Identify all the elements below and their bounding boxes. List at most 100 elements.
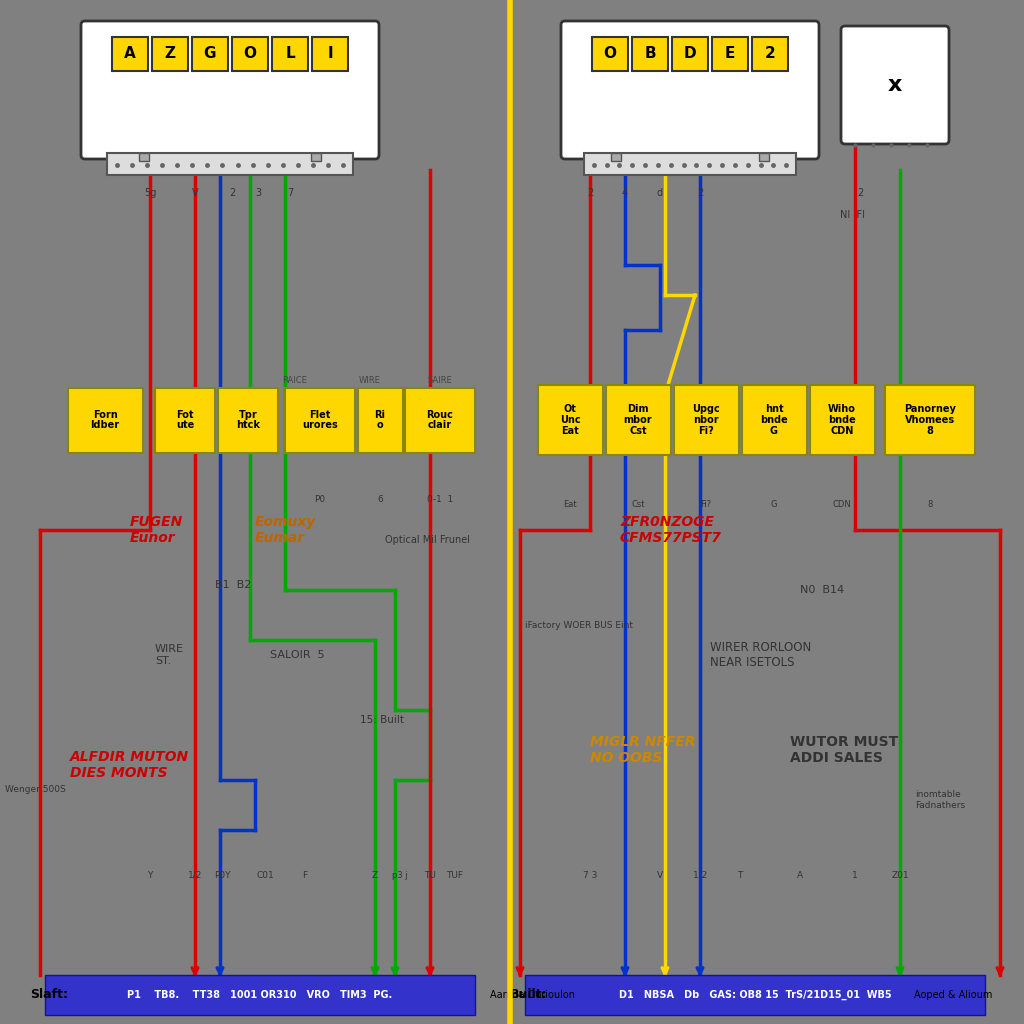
Bar	[752, 37, 788, 71]
Text: ALFDIR MUTON
DIES MONTS: ALFDIR MUTON DIES MONTS	[70, 750, 189, 780]
Text: Cst: Cst	[631, 500, 645, 509]
Text: TUF: TUF	[446, 871, 464, 880]
Text: Eomuxy
Eumar: Eomuxy Eumar	[255, 515, 316, 545]
Text: Built:: Built:	[510, 988, 548, 1001]
Bar	[810, 385, 874, 455]
Bar	[741, 385, 807, 455]
Bar	[605, 385, 671, 455]
Text: 6: 6	[377, 495, 383, 504]
Text: NI  FI: NI FI	[840, 210, 865, 220]
Text: V: V	[191, 188, 199, 198]
Text: B: B	[644, 46, 655, 61]
Text: WUTOR MUST
ADDI SALES: WUTOR MUST ADDI SALES	[790, 735, 898, 765]
Text: P1    TB8.    TT38   1001 OR310   VRO   TIM3  PG.: P1 TB8. TT38 1001 OR310 VRO TIM3 PG.	[127, 990, 392, 1000]
Bar	[584, 153, 797, 175]
Bar	[272, 37, 308, 71]
Bar	[193, 37, 228, 71]
Bar	[68, 387, 142, 453]
Bar	[672, 37, 708, 71]
Text: x: x	[888, 75, 902, 95]
Text: 8: 8	[928, 500, 933, 509]
Text: C01: C01	[256, 871, 273, 880]
Text: F: F	[302, 871, 307, 880]
Text: T: T	[737, 871, 742, 880]
Text: P0: P0	[314, 495, 326, 504]
Text: TU: TU	[424, 871, 436, 880]
Text: p3 j: p3 j	[392, 871, 408, 880]
Text: Y: Y	[147, 871, 153, 880]
Text: Wiho
bnde
CDN: Wiho bnde CDN	[828, 404, 856, 436]
Bar	[592, 37, 628, 71]
Bar	[112, 37, 148, 71]
Bar	[674, 385, 738, 455]
Text: Z: Z	[372, 871, 378, 880]
Text: G: G	[771, 500, 777, 509]
Text: WIRER RORLOON
NEAR ISETOLS: WIRER RORLOON NEAR ISETOLS	[710, 641, 811, 669]
Bar	[106, 153, 353, 175]
Text: iFactory WOER BUS Eint: iFactory WOER BUS Eint	[525, 621, 633, 630]
Bar	[357, 387, 402, 453]
FancyBboxPatch shape	[81, 22, 379, 159]
Text: 2: 2	[697, 188, 703, 198]
Text: Wenger 500S: Wenger 500S	[5, 785, 66, 795]
Bar	[311, 153, 322, 161]
Text: G: G	[204, 46, 216, 61]
Text: WIRE
ST.: WIRE ST.	[155, 644, 184, 666]
Text: Upgc
nbor
Fi?: Upgc nbor Fi?	[692, 404, 720, 436]
Text: A: A	[797, 871, 803, 880]
Text: inomtable
Fadnathers: inomtable Fadnathers	[915, 791, 966, 810]
Text: SAIRE: SAIRE	[428, 376, 453, 385]
Text: 3: 3	[255, 188, 261, 198]
Text: Dim
mbor
Cst: Dim mbor Cst	[624, 404, 652, 436]
Bar	[885, 385, 975, 455]
Text: 2: 2	[587, 188, 593, 198]
Text: hnt
bnde
G: hnt bnde G	[760, 404, 787, 436]
Text: Ot
Unc
Eat: Ot Unc Eat	[560, 404, 581, 436]
Bar	[760, 153, 769, 161]
Bar	[312, 37, 348, 71]
Text: Ri
o: Ri o	[375, 410, 385, 430]
Text: Aarnoa Dorioulon: Aarnoa Dorioulon	[490, 990, 575, 1000]
Bar	[218, 387, 278, 453]
Bar	[610, 153, 621, 161]
Text: MIGLR NFFER
NO OOBS: MIGLR NFFER NO OOBS	[590, 735, 695, 765]
Text: 1/2: 1/2	[187, 871, 202, 880]
Text: 5g: 5g	[143, 188, 157, 198]
Text: Optical Mil Frunel: Optical Mil Frunel	[385, 535, 470, 545]
Text: P0Y: P0Y	[214, 871, 230, 880]
Text: Panorney
Vhomees
8: Panorney Vhomees 8	[904, 404, 956, 436]
Text: d: d	[657, 188, 664, 198]
Text: Fi?: Fi?	[700, 500, 712, 509]
Bar	[632, 37, 668, 71]
Text: O: O	[603, 46, 616, 61]
Bar	[155, 387, 215, 453]
Text: O: O	[244, 46, 256, 61]
Text: Eat: Eat	[563, 500, 577, 509]
Text: Slaft:: Slaft:	[30, 988, 68, 1001]
Text: Rouc
clair: Rouc clair	[427, 410, 454, 430]
Text: D: D	[684, 46, 696, 61]
FancyBboxPatch shape	[561, 22, 819, 159]
Text: RAICE: RAICE	[283, 376, 307, 385]
Text: Aoped & Alioum: Aoped & Alioum	[913, 990, 992, 1000]
Text: D1   NBSA   Db   GAS: OB8 15  TrS/21D15_01  WB5: D1 NBSA Db GAS: OB8 15 TrS/21D15_01 WB5	[618, 990, 891, 1000]
Text: E: E	[725, 46, 735, 61]
Text: L: L	[286, 46, 295, 61]
Text: Forn
ldber: Forn ldber	[90, 410, 120, 430]
Bar	[45, 975, 475, 1015]
Text: CDN: CDN	[833, 500, 851, 509]
Text: I: I	[328, 46, 333, 61]
Bar	[538, 385, 602, 455]
Bar	[152, 37, 188, 71]
Text: 2: 2	[857, 188, 863, 198]
Text: Fot
ute: Fot ute	[176, 410, 195, 430]
Text: ZFR0NZOGE
CFMS77PST7: ZFR0NZOGE CFMS77PST7	[620, 515, 722, 545]
Text: 15: Built: 15: Built	[360, 715, 404, 725]
Text: 1: 1	[852, 871, 858, 880]
Text: 1 2: 1 2	[693, 871, 708, 880]
Text: 7: 7	[287, 188, 293, 198]
Text: 4: 4	[622, 188, 628, 198]
Text: WIRE: WIRE	[359, 376, 381, 385]
Text: 2: 2	[765, 46, 775, 61]
Text: FUGEN
Eunor: FUGEN Eunor	[130, 515, 183, 545]
